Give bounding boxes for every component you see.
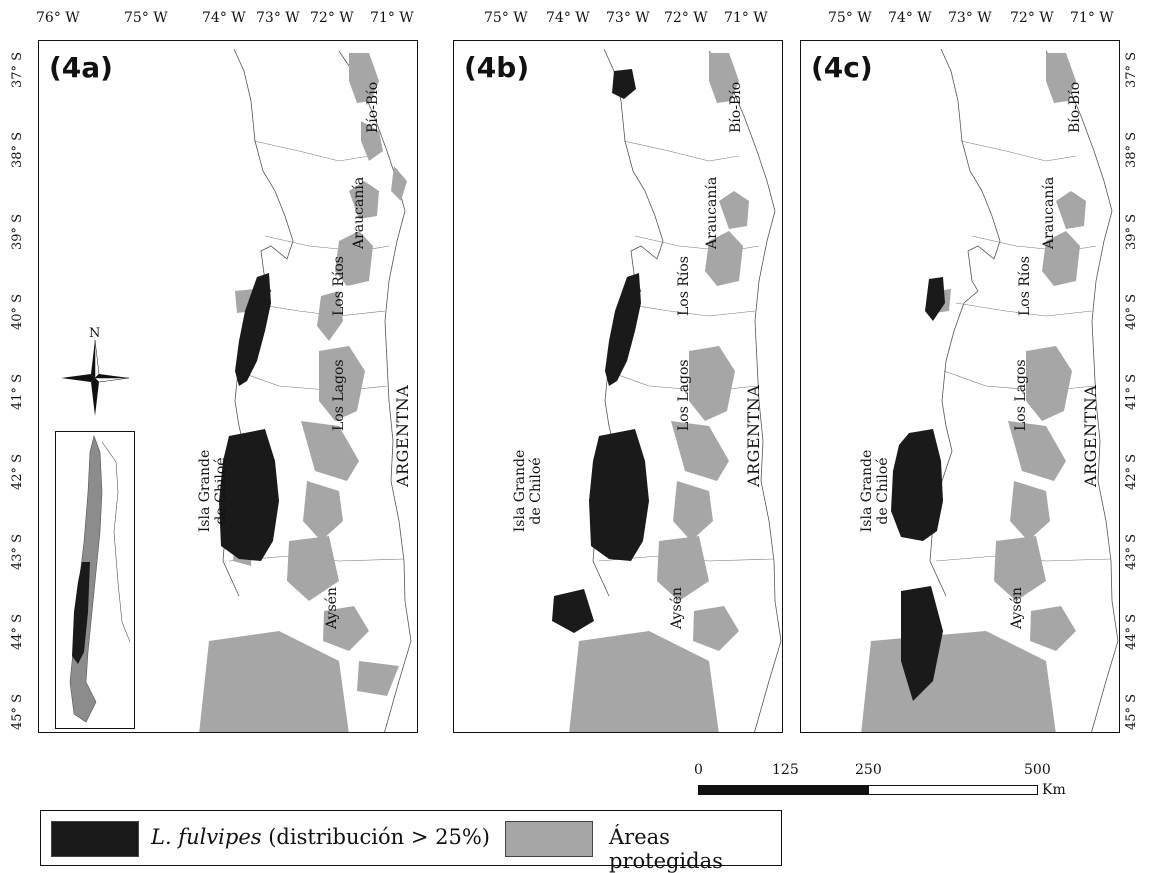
species-suffix: (distribución > 25%) (261, 825, 490, 849)
species-name: L. fulvipes (151, 825, 262, 849)
scale-bar-empty (868, 785, 1038, 795)
lon-label: 74° W (202, 10, 246, 26)
region-label: Los Lagos (1013, 359, 1029, 431)
lon-label: 75° W (484, 10, 528, 26)
lat-label: 43° S (10, 533, 25, 570)
region-label: Araucanía (1041, 176, 1057, 249)
island-label: Isla Grande de Chiloé (512, 441, 544, 541)
region-label: Bío-Bío (1067, 81, 1083, 133)
lat-label: 44° S (10, 613, 25, 650)
lat-label: 42° S (1124, 453, 1139, 490)
island-label-line2: de Chiloé (213, 457, 229, 525)
lat-label: 40° S (10, 293, 25, 330)
region-label: Araucanía (704, 176, 720, 249)
scale-tick-label: 125 (772, 762, 799, 778)
island-label: Isla Grande de Chiloé (197, 441, 229, 541)
map-a-svg (199, 48, 412, 732)
lat-label: 38° S (1124, 131, 1139, 168)
region-label: Aysén (324, 587, 340, 629)
country-label: ARGENTNA (1081, 384, 1100, 487)
region-label: Los Ríos (1017, 256, 1033, 316)
lat-label: 45° S (1124, 693, 1139, 730)
map-panel-c: (4c) Bío-Bío Araucanía Los Ríos Los Lago… (800, 40, 1120, 733)
island-label-line2: de Chiloé (528, 457, 544, 525)
lon-label: 71° W (370, 10, 414, 26)
panel-title: (4a) (49, 51, 113, 84)
lat-label: 41° S (1124, 373, 1139, 410)
island-label-line1: Isla Grande (512, 449, 528, 533)
map-panel-a: (4a) N Bío-Bío Araucanía Los Ríos Los La… (38, 40, 418, 733)
map-b-svg (552, 48, 782, 732)
country-label: ARGENTNA (744, 384, 763, 487)
lat-label: 44° S (1124, 613, 1139, 650)
country-label: ARGENTNA (393, 384, 412, 487)
legend: L. fulvipes (distribución > 25%) Áreas p… (40, 810, 782, 873)
region-label: Bío-Bío (365, 81, 381, 133)
island-label-line1: Isla Grande (859, 449, 875, 533)
lon-label: 72° W (664, 10, 708, 26)
north-label: N (89, 326, 101, 341)
panel-title: (4c) (811, 51, 873, 84)
region-label: Los Ríos (676, 256, 692, 316)
lon-label: 73° W (256, 10, 300, 26)
region-label: Aysén (1009, 587, 1025, 629)
lat-label: 40° S (1124, 293, 1139, 330)
scale-unit: Km (1042, 782, 1066, 798)
lon-label: 75° W (124, 10, 168, 26)
region-label: Los Ríos (331, 256, 347, 316)
lon-label: 71° W (1070, 10, 1114, 26)
scale-tick-label: 0 (694, 762, 703, 778)
panel-title: (4b) (464, 51, 530, 84)
lat-label: 39° S (1124, 213, 1139, 250)
region-label: Bío-Bío (728, 81, 744, 133)
lon-label: 75° W (828, 10, 872, 26)
lon-label: 73° W (606, 10, 650, 26)
legend-swatch-species (51, 821, 139, 857)
legend-label-species: L. fulvipes (distribución > 25%) (151, 825, 490, 849)
lat-label: 37° S (1124, 51, 1139, 88)
lat-label: 41° S (10, 373, 25, 410)
lon-label: 76° W (36, 10, 80, 26)
lat-label: 38° S (10, 131, 25, 168)
north-arrow-icon: N (61, 326, 130, 416)
region-label: Los Lagos (676, 359, 692, 431)
lon-label: 74° W (546, 10, 590, 26)
lon-label: 71° W (724, 10, 768, 26)
region-label: Araucanía (351, 176, 367, 249)
lon-label: 72° W (1010, 10, 1054, 26)
lat-label: 45° S (10, 693, 25, 730)
scale-bar-filled (698, 785, 868, 795)
island-label-line2: de Chiloé (875, 457, 891, 525)
lat-label: 39° S (10, 213, 25, 250)
region-label: Los Lagos (331, 359, 347, 431)
scale-bar: 0 125 250 500 Km (692, 762, 1072, 802)
map-c-svg (861, 48, 1119, 732)
lat-label: 42° S (10, 453, 25, 490)
lon-label: 72° W (310, 10, 354, 26)
lat-label: 43° S (1124, 533, 1139, 570)
map-panel-b: (4b) Bío-Bío Araucanía Los Ríos Los Lago… (453, 40, 783, 733)
scale-tick-label: 250 (855, 762, 882, 778)
legend-swatch-protected (505, 821, 593, 857)
scale-tick-label: 500 (1024, 762, 1051, 778)
lon-label: 73° W (948, 10, 992, 26)
legend-label-protected: Áreas protegidas (609, 825, 723, 873)
island-label: Isla Grande de Chiloé (859, 441, 891, 541)
lat-label: 37° S (10, 51, 25, 88)
lon-label: 74° W (888, 10, 932, 26)
region-label: Aysén (669, 587, 685, 629)
inset-map (55, 431, 135, 729)
island-label-line1: Isla Grande (197, 449, 213, 533)
